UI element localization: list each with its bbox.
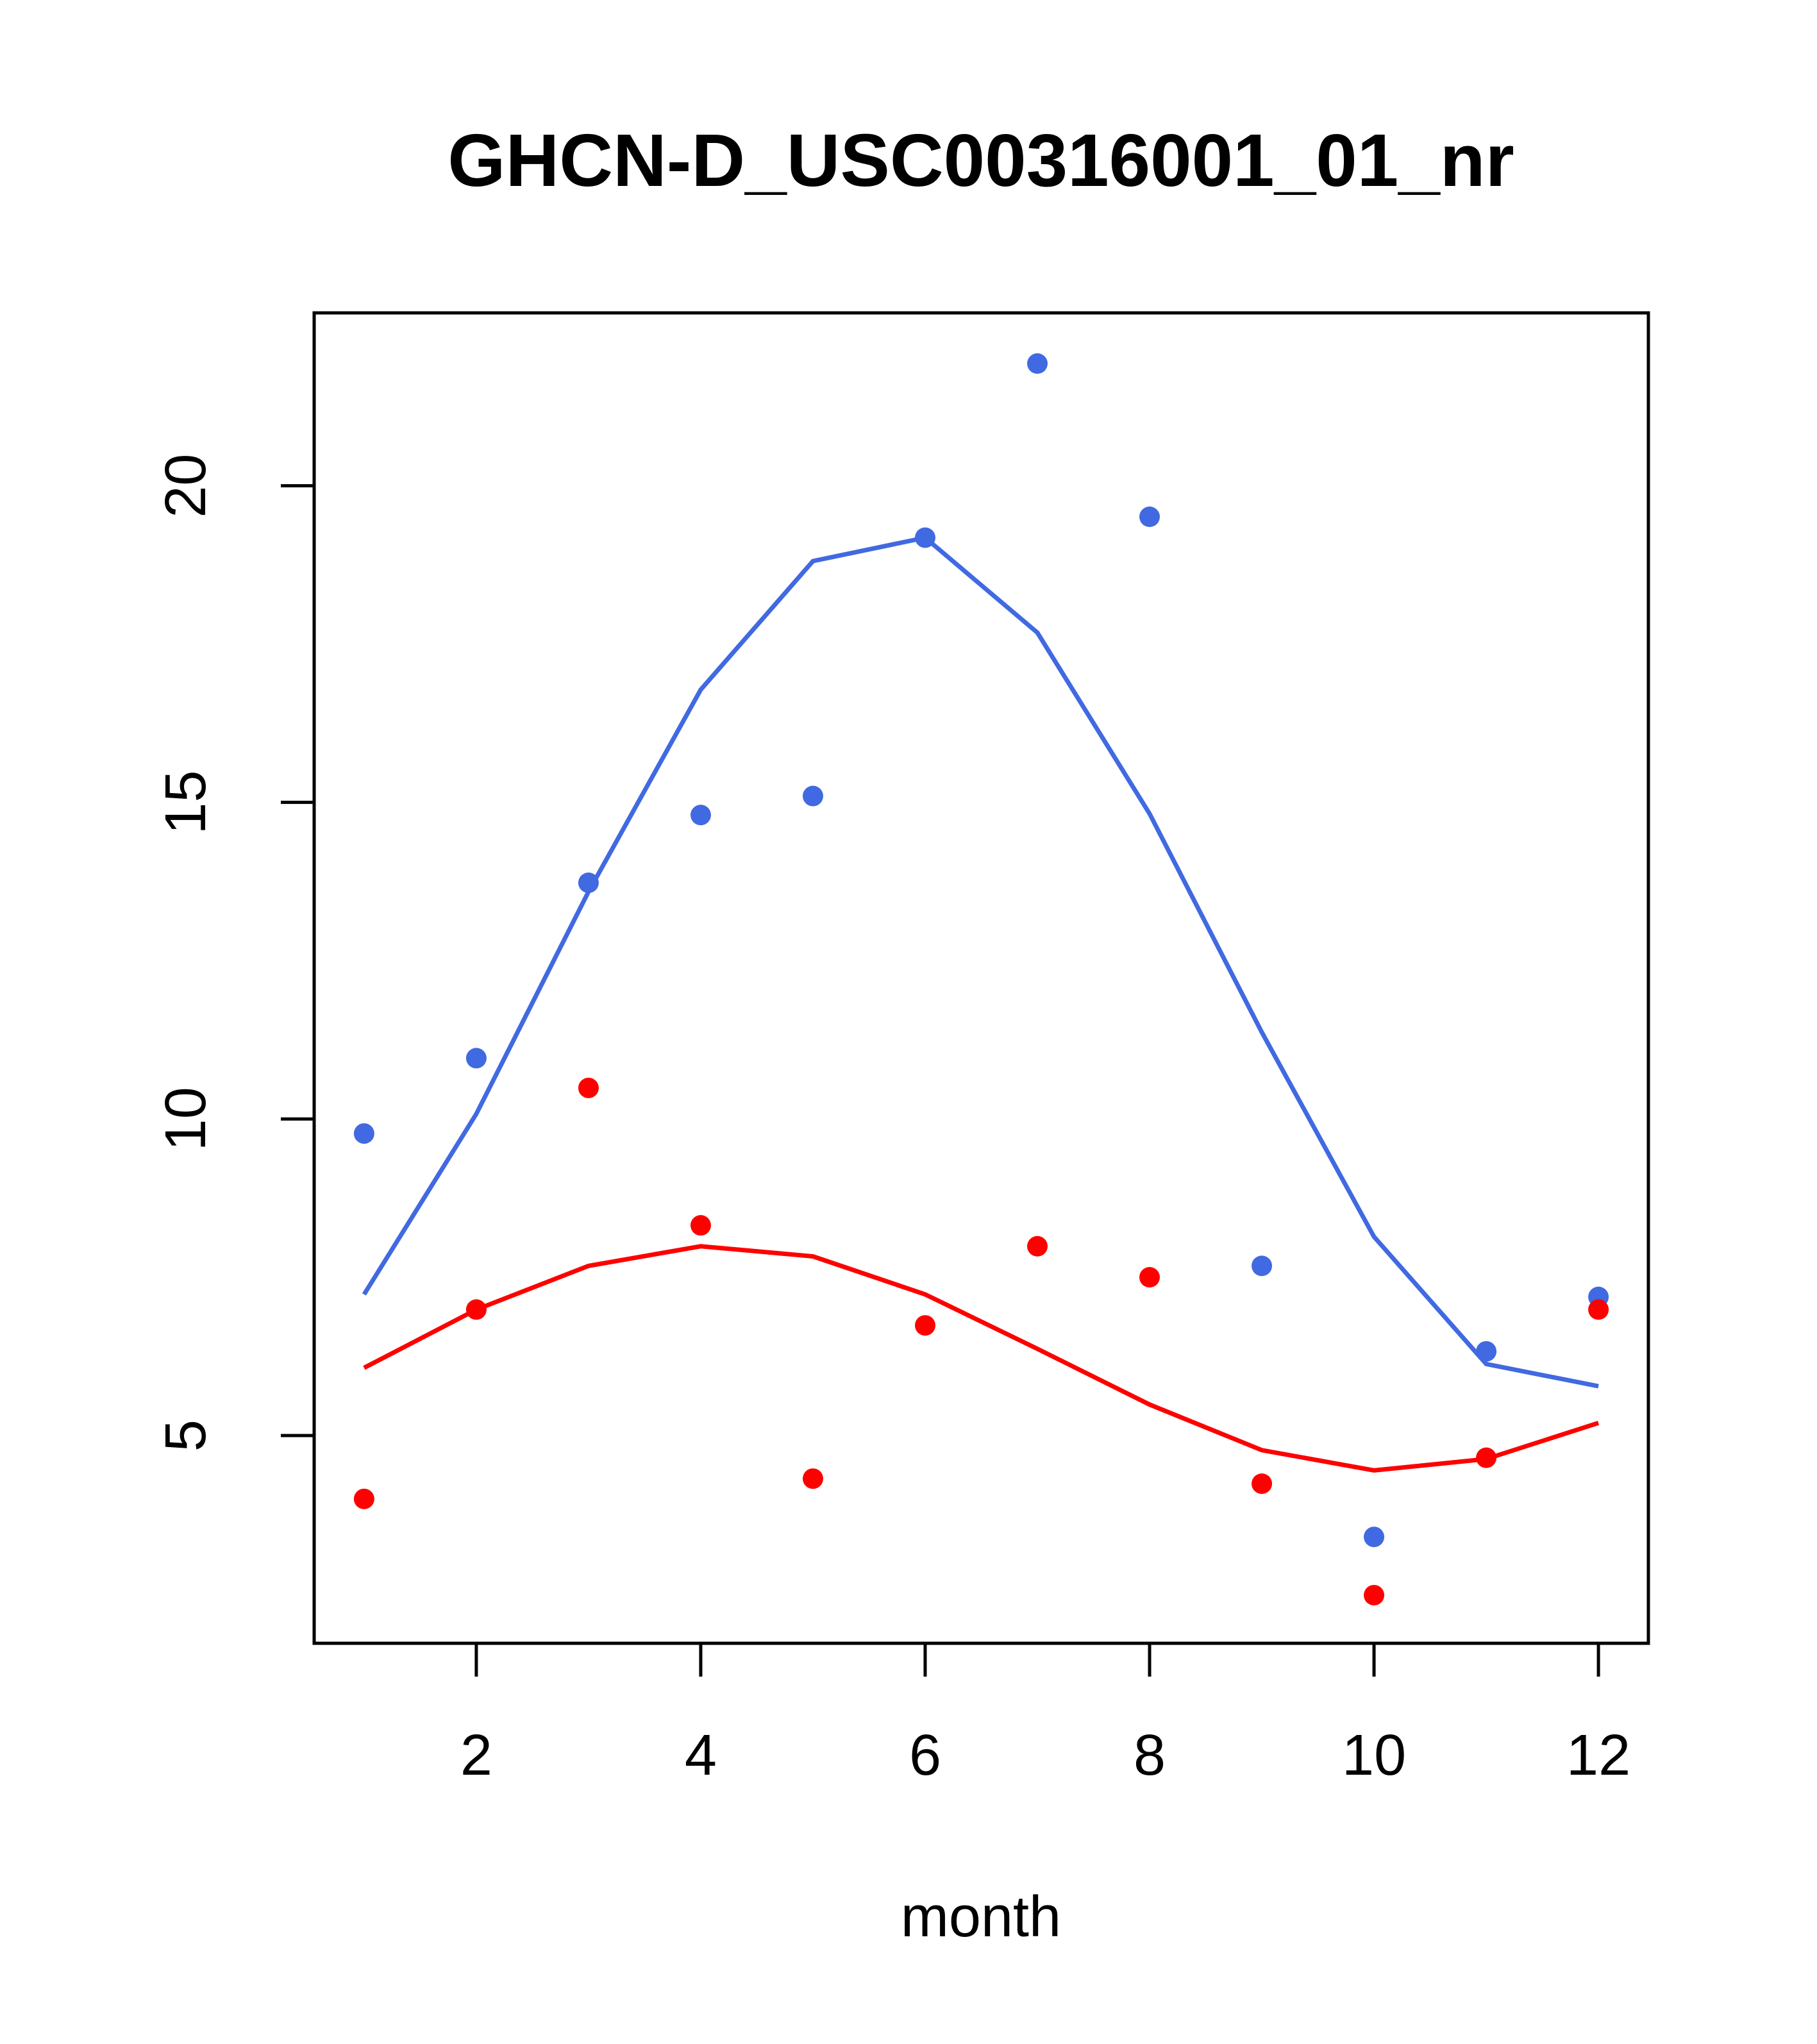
x-axis-label: month bbox=[901, 1885, 1061, 1949]
y-tick-label: 5 bbox=[154, 1420, 218, 1452]
blue-points-point bbox=[802, 785, 823, 807]
blue-points-point bbox=[1139, 507, 1160, 528]
x-tick-label: 6 bbox=[909, 1723, 941, 1788]
y-tick-label: 10 bbox=[154, 1087, 218, 1151]
red-points-point bbox=[690, 1215, 711, 1236]
x-tick-label: 2 bbox=[460, 1723, 492, 1788]
red-points-point bbox=[1027, 1236, 1048, 1257]
blue-points-point bbox=[1027, 353, 1048, 374]
y-tick-label: 20 bbox=[154, 454, 218, 518]
x-tick-label: 8 bbox=[1134, 1723, 1166, 1788]
blue-points-point bbox=[690, 805, 711, 826]
red-points-point bbox=[914, 1315, 935, 1336]
blue-points-point bbox=[1252, 1255, 1273, 1277]
y-tick-label: 15 bbox=[154, 770, 218, 834]
y-axis: 5 10 15 20 bbox=[154, 454, 314, 1452]
blue-points-point bbox=[578, 872, 599, 893]
x-tick-label: 12 bbox=[1566, 1723, 1630, 1788]
red-points-point bbox=[1588, 1299, 1609, 1320]
x-tick-label: 4 bbox=[685, 1723, 717, 1788]
series-layer bbox=[353, 353, 1609, 1605]
x-tick-label: 10 bbox=[1342, 1723, 1406, 1788]
red-points-point bbox=[1139, 1267, 1160, 1288]
x-axis: 2 4 6 8 10 12 bbox=[460, 1643, 1630, 1788]
red-points-point bbox=[353, 1488, 374, 1509]
red-points-point bbox=[802, 1468, 823, 1489]
blue-points-point bbox=[1364, 1527, 1385, 1548]
blue-smooth-line bbox=[362, 535, 1599, 1389]
blue-points-point bbox=[465, 1048, 487, 1069]
red-points-point bbox=[578, 1077, 599, 1098]
red-points-point bbox=[1364, 1584, 1385, 1605]
red-smooth-line bbox=[363, 1244, 1600, 1473]
plot-frame bbox=[312, 311, 1650, 1645]
chart-title: GHCN-D_USC00316001_01_nr bbox=[448, 119, 1514, 202]
blue-points-point bbox=[353, 1123, 374, 1144]
red-points-point bbox=[1252, 1473, 1273, 1495]
